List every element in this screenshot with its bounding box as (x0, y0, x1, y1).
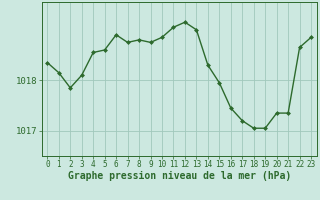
X-axis label: Graphe pression niveau de la mer (hPa): Graphe pression niveau de la mer (hPa) (68, 171, 291, 181)
